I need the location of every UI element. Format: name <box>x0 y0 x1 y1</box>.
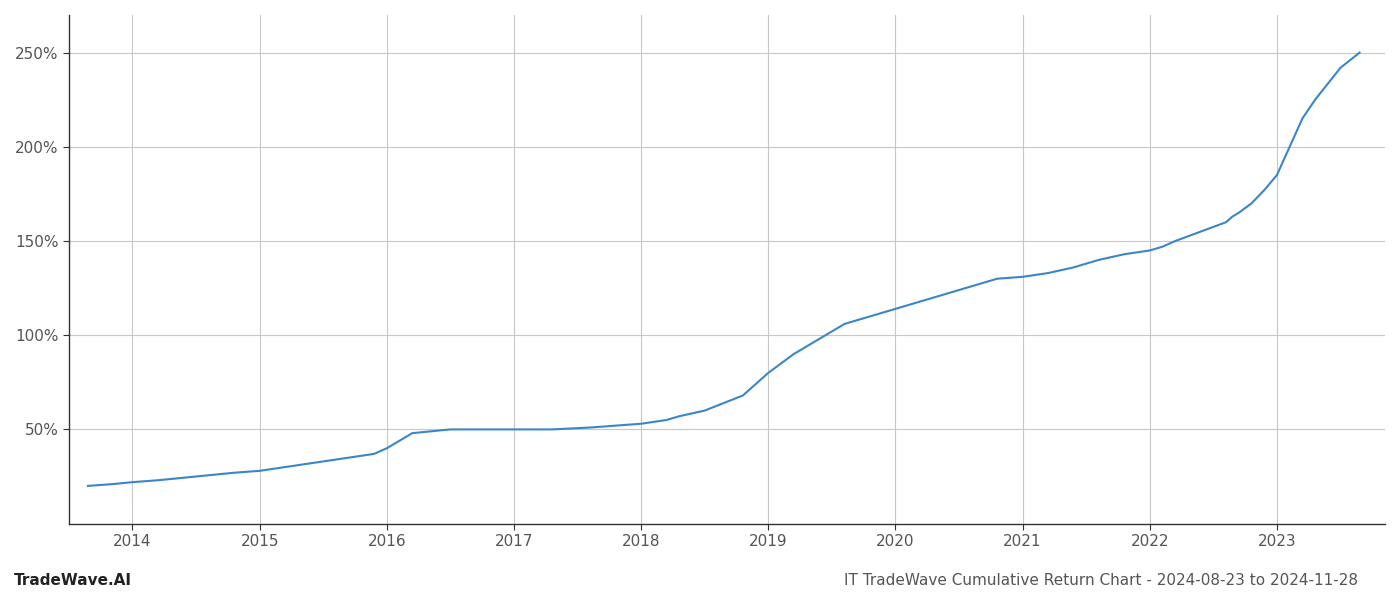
Text: IT TradeWave Cumulative Return Chart - 2024-08-23 to 2024-11-28: IT TradeWave Cumulative Return Chart - 2… <box>844 573 1358 588</box>
Text: TradeWave.AI: TradeWave.AI <box>14 573 132 588</box>
